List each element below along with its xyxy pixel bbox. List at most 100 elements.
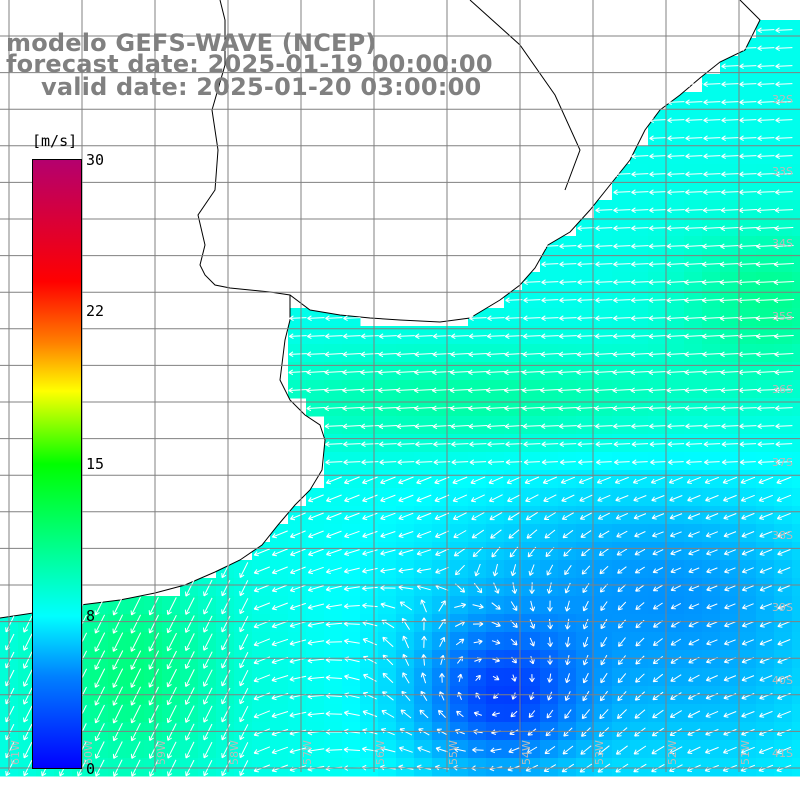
wind-arrow <box>688 585 700 592</box>
wind-arrow <box>432 423 452 430</box>
field-cell <box>720 326 739 345</box>
field-cell <box>432 398 451 417</box>
field-cell <box>540 470 559 489</box>
wind-arrow <box>719 315 740 322</box>
wind-arrow <box>721 459 738 466</box>
wind-arrow <box>94 704 105 724</box>
field-cell <box>504 740 523 759</box>
field-cell <box>594 524 613 543</box>
field-cell <box>342 380 361 399</box>
field-cell <box>486 344 505 363</box>
field-cell <box>756 38 775 57</box>
field-cell <box>738 578 757 597</box>
lon-label: 51W <box>739 740 752 765</box>
wind-arrow <box>382 654 394 666</box>
wind-arrow <box>576 405 596 412</box>
field-cell <box>522 578 541 597</box>
wind-arrow <box>414 369 434 376</box>
field-cell <box>612 308 631 327</box>
field-cell <box>342 596 361 615</box>
wind-arrow <box>456 710 464 718</box>
field-cell <box>504 326 523 345</box>
wind-arrow <box>130 596 141 616</box>
field-cell <box>738 668 757 687</box>
wind-arrow <box>757 63 775 70</box>
field-cell <box>702 164 721 183</box>
field-cell <box>612 650 631 669</box>
wind-arrow <box>271 530 288 539</box>
wind-arrow <box>600 619 608 630</box>
wind-arrow <box>289 584 306 593</box>
wind-arrow <box>703 153 721 160</box>
wind-arrow <box>670 531 682 538</box>
field-cell <box>774 326 793 345</box>
field-cell <box>486 416 505 435</box>
wind-arrow <box>380 531 396 538</box>
wind-arrow <box>582 600 589 612</box>
field-cell <box>270 578 289 597</box>
wind-arrow <box>666 405 685 412</box>
wind-arrow <box>489 511 503 521</box>
wind-arrow <box>148 723 159 742</box>
field-cell <box>756 668 775 687</box>
field-cell <box>648 578 667 597</box>
wind-arrow <box>559 459 576 466</box>
wind-arrow <box>507 494 521 503</box>
wind-arrow <box>455 638 465 646</box>
field-cell <box>774 92 793 111</box>
field-cell <box>144 758 163 777</box>
field-cell <box>756 308 775 327</box>
field-cell <box>468 362 487 381</box>
wind-arrow <box>289 657 307 664</box>
wind-arrow <box>324 387 344 394</box>
field-cell <box>486 398 505 417</box>
wind-arrow <box>398 746 413 753</box>
field-cell <box>630 632 649 651</box>
wind-arrow <box>666 315 686 322</box>
field-cell <box>720 398 739 417</box>
wind-arrow <box>597 512 611 520</box>
field-cell <box>18 614 37 633</box>
field-cell <box>414 326 433 345</box>
field-cell <box>342 362 361 381</box>
field-cell <box>720 524 739 543</box>
wind-arrow <box>669 513 683 520</box>
field-cell <box>684 380 703 399</box>
wind-arrow <box>704 459 720 466</box>
wind-arrows <box>5 27 795 777</box>
wind-arrow <box>578 459 594 466</box>
wind-arrow <box>452 512 467 521</box>
wind-arrow <box>757 459 774 466</box>
wind-arrow <box>599 690 608 702</box>
field-cell <box>666 182 685 201</box>
field-cell <box>450 362 469 381</box>
field-cell <box>648 344 667 363</box>
wind-arrow <box>739 441 757 448</box>
wind-arrow <box>541 243 559 250</box>
field-cell <box>648 506 667 525</box>
field-cell <box>198 632 217 651</box>
wind-arrow <box>271 746 289 755</box>
field-cell <box>414 578 433 597</box>
colorbar-tick-30: 30 <box>86 151 105 169</box>
field-cell <box>144 596 163 615</box>
longitude-labels: 61W 60W 59W 58W 57W 56W 55W 54W 53W 52W 51W <box>9 740 752 765</box>
field-cell <box>630 398 649 417</box>
field-cell <box>468 416 487 435</box>
wind-arrow <box>23 723 33 741</box>
field-cell <box>378 488 397 507</box>
field-cell <box>468 398 487 417</box>
wind-arrow <box>600 601 608 611</box>
field-cell <box>18 650 37 669</box>
wind-arrow <box>468 423 488 430</box>
field-cell <box>522 488 541 507</box>
wind-arrow <box>685 135 703 142</box>
field-cell <box>756 506 775 525</box>
field-cell <box>504 758 523 777</box>
wind-arrow <box>741 549 755 556</box>
wind-arrow <box>667 441 685 448</box>
wind-arrow <box>402 635 410 649</box>
field-cell <box>756 344 775 363</box>
wind-arrow <box>685 117 703 124</box>
